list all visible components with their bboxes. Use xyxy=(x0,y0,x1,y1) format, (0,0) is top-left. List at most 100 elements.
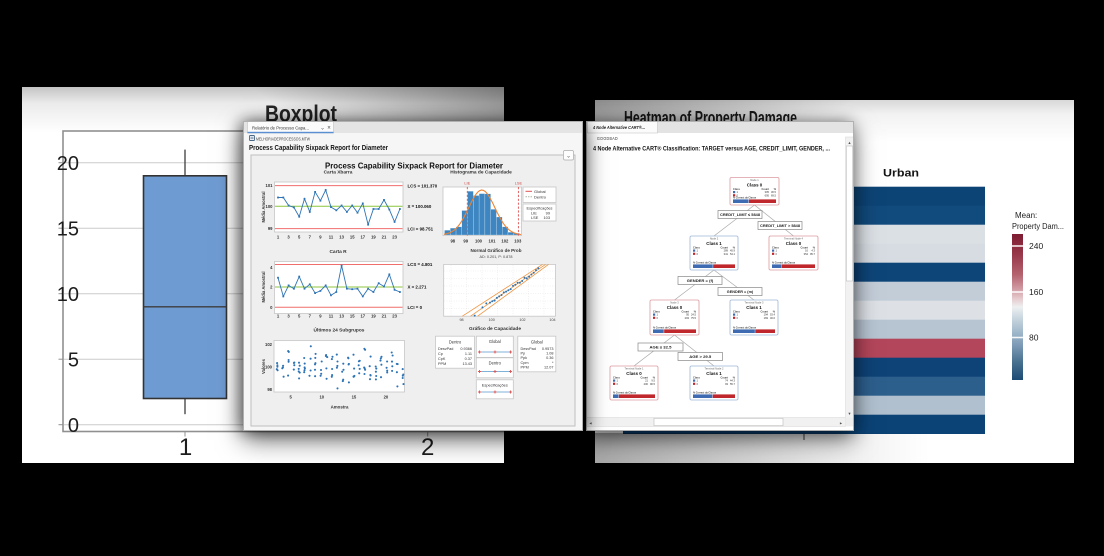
svg-text:AGE > 29.5: AGE > 29.5 xyxy=(689,355,711,359)
svg-text:100: 100 xyxy=(266,204,274,209)
svg-text:CREDIT_LIMIT > 5848: CREDIT_LIMIT > 5848 xyxy=(760,224,800,228)
svg-text:7: 7 xyxy=(309,235,312,240)
svg-text:GENDER = (m): GENDER = (m) xyxy=(727,290,754,294)
svg-text:% Correct da Classe: % Correct da Classe xyxy=(733,196,757,199)
svg-text:Count: Count xyxy=(721,245,729,249)
svg-text:1: 1 xyxy=(617,379,619,383)
svg-text:17: 17 xyxy=(360,314,365,319)
svg-text:93: 93 xyxy=(725,382,728,386)
svg-text:Média Amostral: Média Amostral xyxy=(261,191,266,222)
svg-text:0: 0 xyxy=(657,316,659,320)
svg-text:⌄: ⌄ xyxy=(566,154,571,160)
svg-text:LIE: LIE xyxy=(464,181,470,186)
svg-text:1.08: 1.08 xyxy=(546,352,553,356)
svg-text:4 Node Alternative CART® Class: 4 Node Alternative CART® Classification:… xyxy=(593,145,830,153)
svg-text:LCI = 0: LCI = 0 xyxy=(408,305,423,310)
svg-text:Node 3: Node 3 xyxy=(670,300,679,304)
svg-text:Count: Count xyxy=(761,309,769,313)
svg-text:Count: Count xyxy=(801,245,809,249)
svg-text:23: 23 xyxy=(392,314,397,319)
svg-text:LCI = 98.751: LCI = 98.751 xyxy=(408,226,434,231)
svg-text:90.5: 90.5 xyxy=(650,382,656,386)
svg-text:0: 0 xyxy=(697,382,699,386)
svg-text:98: 98 xyxy=(267,387,272,392)
svg-text:98: 98 xyxy=(450,239,455,244)
svg-text:0: 0 xyxy=(737,193,739,197)
svg-text:Urban: Urban xyxy=(883,168,919,180)
svg-text:PPM: PPM xyxy=(438,362,446,366)
svg-text:% Correct da Classe: % Correct da Classe xyxy=(613,391,637,394)
svg-text:Class 0: Class 0 xyxy=(626,371,642,376)
svg-text:Class 0: Class 0 xyxy=(747,182,763,187)
svg-text:15: 15 xyxy=(350,235,355,240)
svg-text:Class 0: Class 0 xyxy=(786,241,802,246)
svg-text:53.4: 53.4 xyxy=(770,313,776,317)
svg-text:Dentro: Dentro xyxy=(489,361,502,366)
svg-text:19: 19 xyxy=(371,235,376,240)
svg-text:Normal Gráfico de Prob: Normal Gráfico de Prob xyxy=(471,248,522,253)
svg-text:54.1: 54.1 xyxy=(730,252,736,256)
svg-text:%: % xyxy=(733,375,736,379)
svg-text:DesvPad: DesvPad xyxy=(521,347,536,351)
svg-text:Node 2: Node 2 xyxy=(710,236,719,240)
svg-text:%: % xyxy=(774,187,777,191)
svg-text:Global: Global xyxy=(534,189,546,194)
svg-text:%: % xyxy=(813,245,816,249)
svg-text:Class: Class xyxy=(733,309,740,313)
svg-text:15: 15 xyxy=(57,218,79,240)
svg-text:LCS = 4.801: LCS = 4.801 xyxy=(408,262,433,267)
svg-text:2: 2 xyxy=(270,285,273,290)
svg-text:95.7: 95.7 xyxy=(810,252,816,256)
svg-text:CREDIT_LIMIT ≤ 5848: CREDIT_LIMIT ≤ 5848 xyxy=(720,213,760,217)
svg-text:23: 23 xyxy=(392,235,397,240)
svg-text:354: 354 xyxy=(804,252,809,256)
svg-text:Count: Count xyxy=(682,309,690,313)
svg-text:0.37: 0.37 xyxy=(465,357,472,361)
svg-text:AD: 0.201, P: 0.878: AD: 0.201, P: 0.878 xyxy=(480,255,513,259)
svg-text:% Correct da Classe: % Correct da Classe xyxy=(653,326,677,329)
svg-text:101: 101 xyxy=(489,239,497,244)
svg-text:%: % xyxy=(773,309,776,313)
svg-text:Terminal Node 2: Terminal Node 2 xyxy=(705,366,724,370)
svg-text:98: 98 xyxy=(459,318,463,322)
svg-text:0: 0 xyxy=(617,382,619,386)
svg-text:2: 2 xyxy=(421,434,434,461)
svg-text:102: 102 xyxy=(265,342,273,347)
svg-text:1: 1 xyxy=(776,249,778,253)
svg-text:GOODBAD: GOODBAD xyxy=(597,136,618,141)
svg-text:200: 200 xyxy=(644,382,649,386)
svg-text:695: 695 xyxy=(765,193,770,197)
svg-text:Ppk: Ppk xyxy=(521,356,528,360)
svg-text:0.36: 0.36 xyxy=(546,356,553,360)
svg-text:240: 240 xyxy=(1029,241,1043,251)
svg-text:Dentro: Dentro xyxy=(449,340,462,345)
svg-text:13: 13 xyxy=(339,235,344,240)
svg-text:1: 1 xyxy=(657,313,659,317)
svg-text:13.43: 13.43 xyxy=(462,362,472,366)
svg-text:Count: Count xyxy=(762,187,770,191)
svg-text:289: 289 xyxy=(724,249,729,253)
svg-text:Class: Class xyxy=(693,375,700,379)
svg-text:Class: Class xyxy=(653,309,660,313)
svg-text:1: 1 xyxy=(737,190,739,194)
svg-text:Valores: Valores xyxy=(261,358,266,374)
svg-text:10: 10 xyxy=(57,284,79,306)
svg-text:44.3: 44.3 xyxy=(730,379,736,383)
svg-text:293: 293 xyxy=(685,316,690,320)
svg-text:99: 99 xyxy=(268,226,273,231)
svg-text:Class 1: Class 1 xyxy=(746,305,762,310)
svg-text:194: 194 xyxy=(764,313,769,317)
svg-text:46.6: 46.6 xyxy=(770,316,776,320)
svg-text:◂: ◂ xyxy=(589,421,592,426)
svg-text:100: 100 xyxy=(475,239,483,244)
svg-text:Class 1: Class 1 xyxy=(706,371,722,376)
svg-text:15: 15 xyxy=(350,314,355,319)
svg-text:Count: Count xyxy=(721,375,729,379)
svg-text:20: 20 xyxy=(57,153,79,175)
svg-text:21: 21 xyxy=(382,314,387,319)
svg-text:Média Amostral: Média Amostral xyxy=(261,271,266,302)
svg-text:AGE ≤ 32.5: AGE ≤ 32.5 xyxy=(650,346,672,350)
svg-text:Especificações: Especificações xyxy=(482,383,508,388)
svg-text:102: 102 xyxy=(501,239,509,244)
svg-text:100: 100 xyxy=(489,318,495,322)
